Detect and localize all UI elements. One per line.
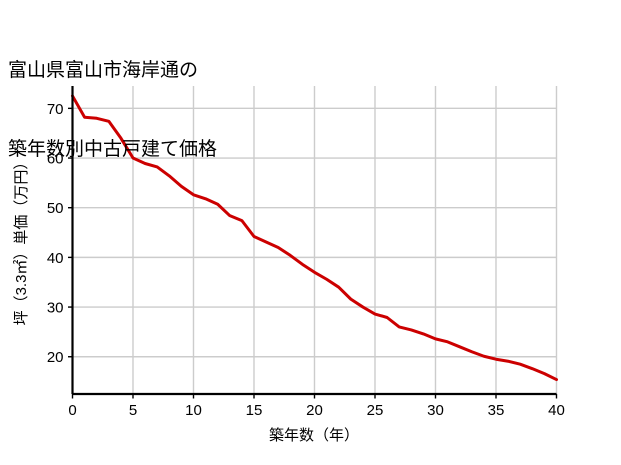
chart-title: 富山県富山市海岸通の 築年数別中古戸建て価格 [8,6,217,216]
svg-text:40: 40 [47,250,64,267]
svg-text:30: 30 [427,402,444,419]
svg-text:70: 70 [47,101,64,118]
svg-text:50: 50 [47,200,64,217]
svg-text:0: 0 [68,402,76,419]
svg-text:60: 60 [47,151,64,168]
svg-text:35: 35 [488,402,505,419]
y-axis-ticks [68,107,73,358]
x-gridlines [132,86,558,394]
y-axis-title: 坪（3.3㎡）単価（万円） [13,155,30,326]
svg-text:20: 20 [47,349,64,366]
chart-title-line-2: 築年数別中古戸建て価格 [8,139,218,161]
svg-text:25: 25 [367,402,384,419]
svg-text:10: 10 [185,402,202,419]
svg-text:5: 5 [129,402,137,419]
svg-text:30: 30 [47,300,64,317]
price-trend-line [71,94,558,382]
y-axis-tick-labels: 20 30 40 50 60 70 [47,101,64,366]
svg-text:15: 15 [246,402,263,419]
svg-text:40: 40 [548,402,565,419]
svg-text:20: 20 [306,402,323,419]
chart-title-line-1: 富山県富山市海岸通の [8,60,199,82]
x-axis-ticks [71,394,558,399]
x-axis-tick-labels: 0 5 10 15 20 25 30 35 40 [68,402,565,419]
x-axis-title: 築年数（年） [269,426,359,444]
